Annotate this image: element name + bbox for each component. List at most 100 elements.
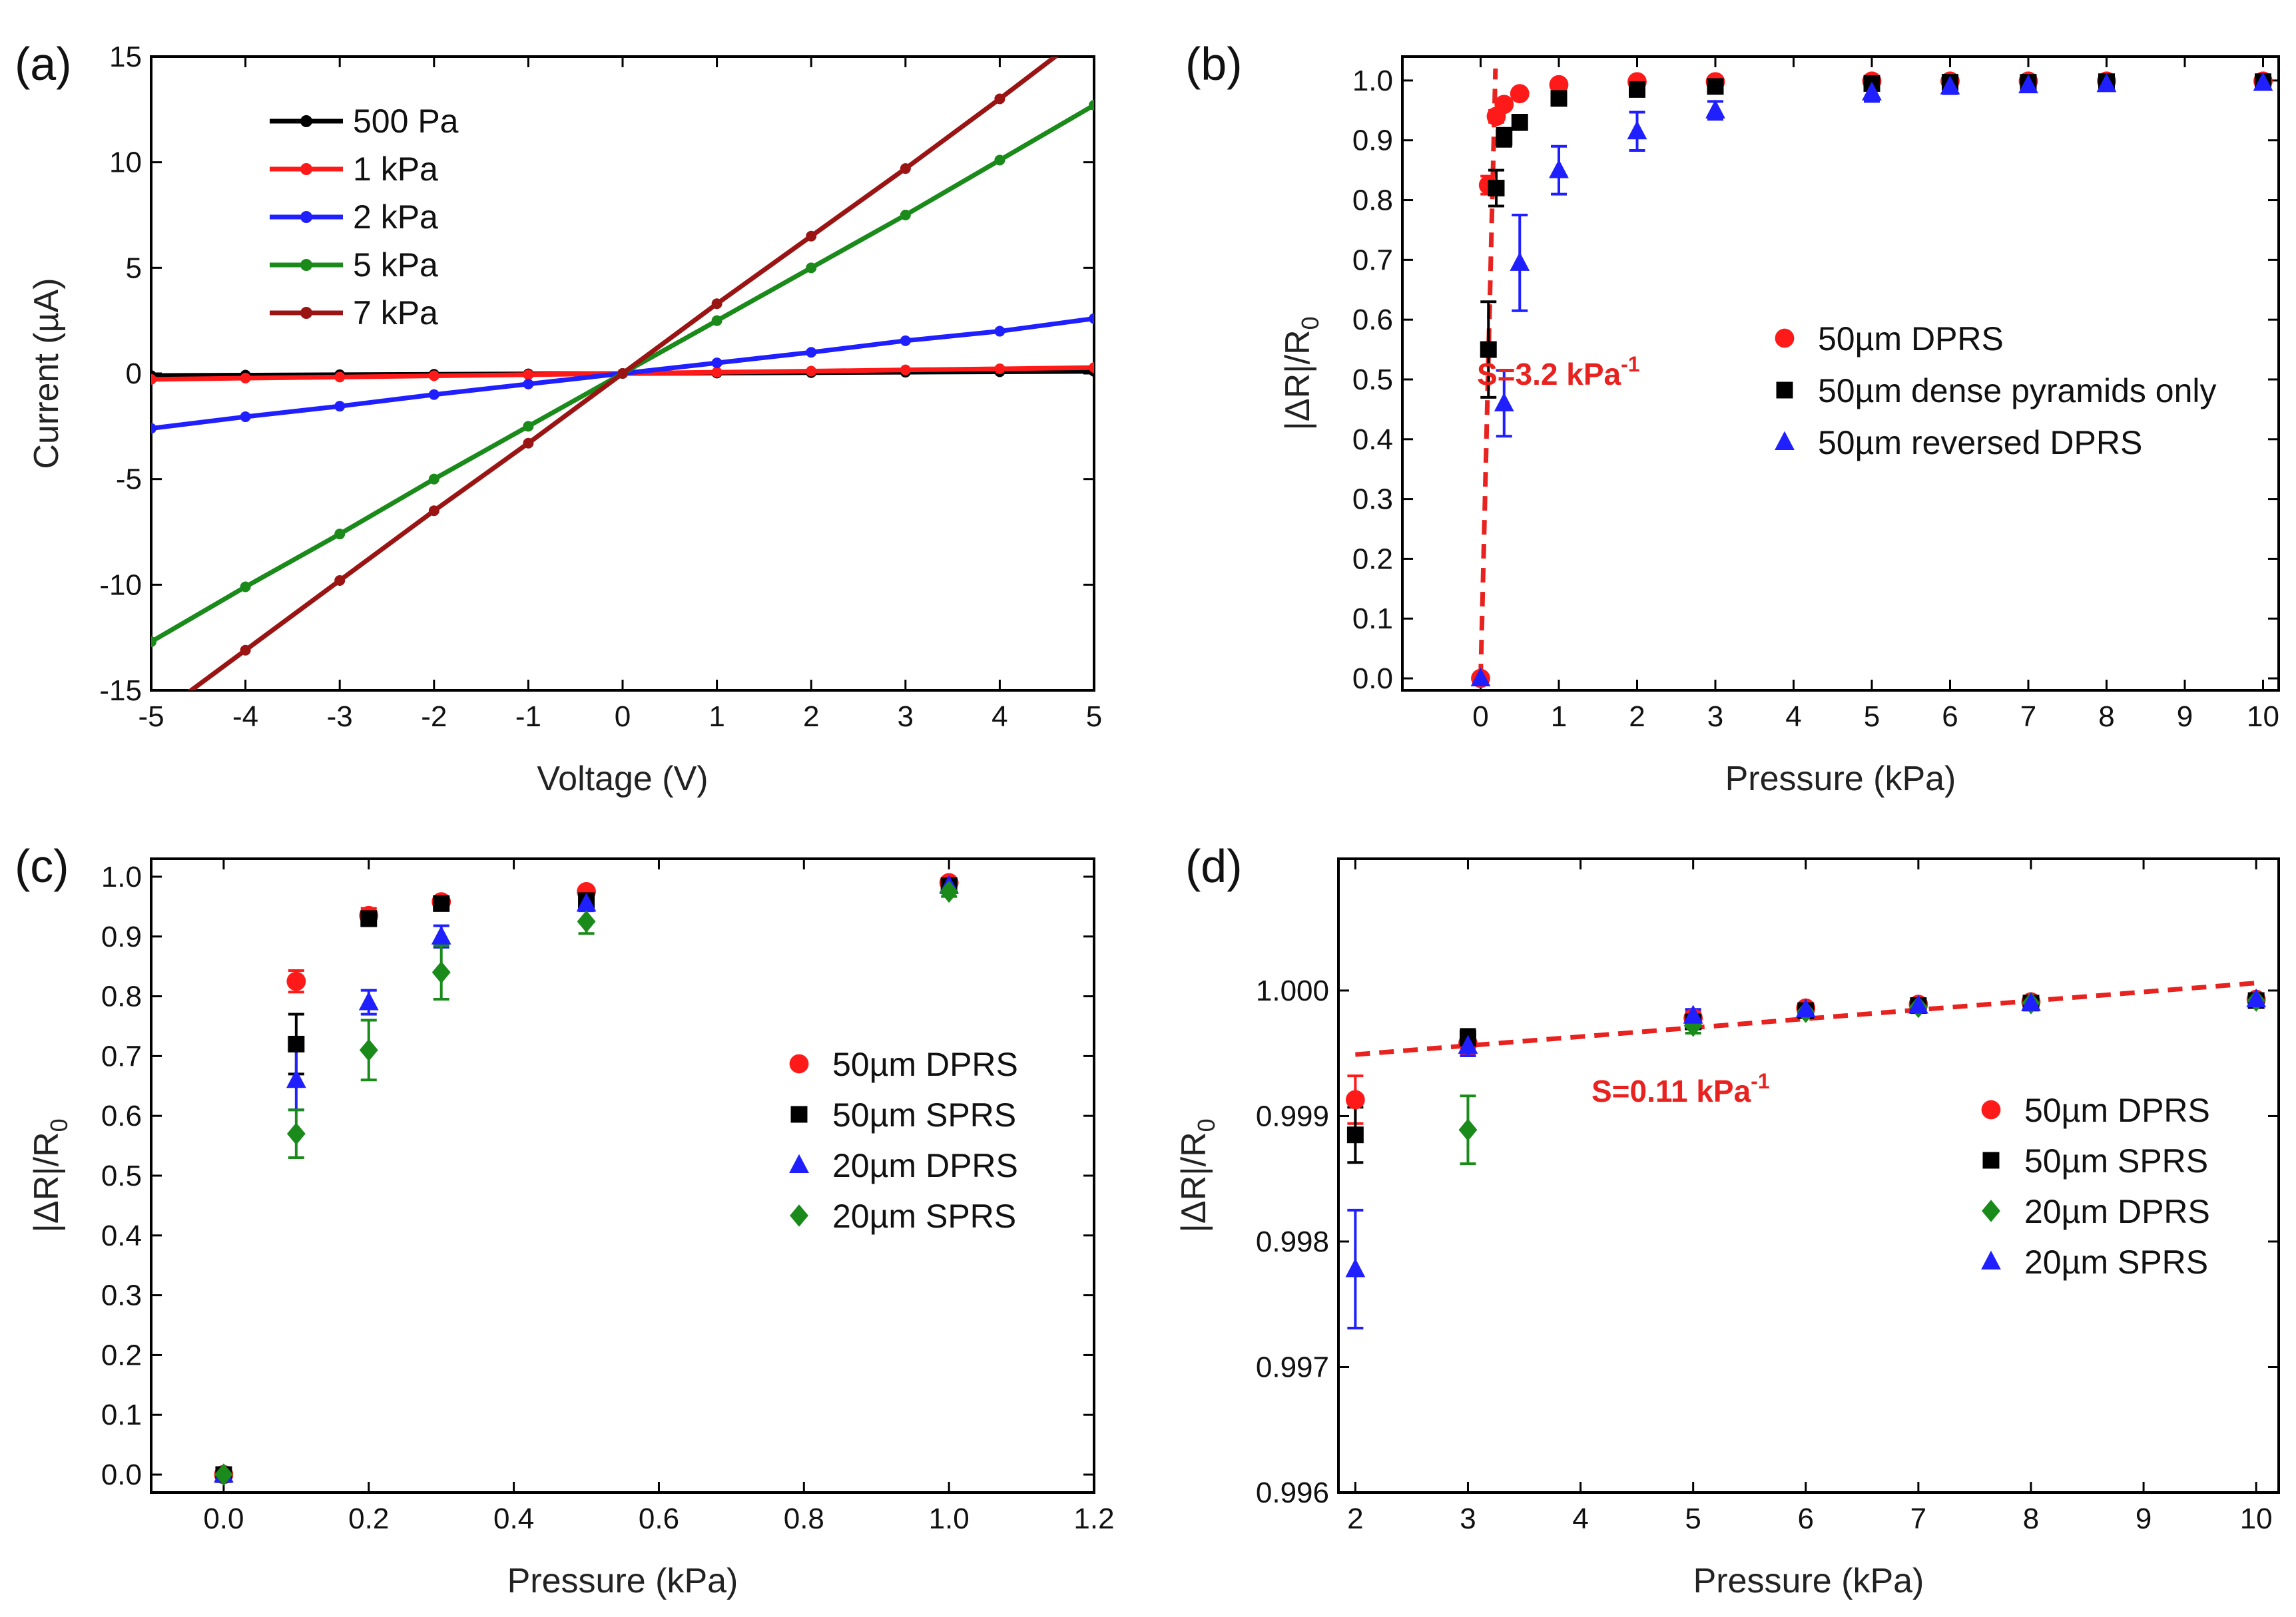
x-tick-label: 8 (2098, 700, 2114, 733)
data-point (2021, 992, 2041, 1011)
sensitivity-annotation: S=0.11 kPa-1 (1591, 1069, 1770, 1108)
data-point (523, 421, 534, 432)
data-point (1510, 84, 1530, 104)
data-point (1494, 95, 1514, 115)
y-tick-label: 0.5 (101, 1160, 142, 1192)
x-tick-label: 9 (2177, 700, 2193, 733)
y-tick-label: 0 (126, 357, 142, 390)
legend-label: 50µm DPRS (832, 1046, 1018, 1083)
data-point (334, 401, 346, 412)
data-point (1458, 1035, 1478, 1054)
y-axis-label: |ΔR|/R0 (1175, 1118, 1220, 1232)
x-tick-label: 0 (615, 700, 631, 733)
data-point (1550, 90, 1568, 107)
x-tick-label: 0.8 (784, 1502, 824, 1535)
y-tick-label: 0.1 (1352, 602, 1393, 635)
data-point (577, 910, 596, 933)
y-tick-label: 0.0 (1352, 662, 1393, 695)
sensitivity-text: S=0.11 kPa (1591, 1074, 1751, 1108)
y-tick-label: 0.5 (1352, 363, 1393, 396)
legend-label: 50µm DPRS (1818, 320, 2004, 357)
panel-label: (a) (15, 38, 72, 90)
x-tick-label: 4 (1785, 700, 1801, 733)
data-point (286, 1068, 306, 1088)
fit-line (1355, 981, 2257, 1057)
panel-3: (c) 0.0 0.2 0.4 0.6 0.8 1.0 1.2 0.0 0.1 0.2 0.3 0.4 0… (15, 840, 1115, 1600)
data-point (994, 154, 1005, 166)
data-point (1488, 180, 1505, 197)
data-point (1470, 667, 1491, 687)
data-point (358, 991, 379, 1011)
data-point (1683, 1005, 1703, 1024)
data-point (900, 210, 911, 220)
y-axis-label: |ΔR|/R0 (27, 1118, 73, 1232)
data-point (334, 529, 346, 540)
data-point (2253, 72, 2273, 91)
x-tick-label: 0.0 (203, 1502, 244, 1535)
data-point (334, 371, 346, 383)
x-tick-label: 10 (2247, 700, 2279, 733)
x-axis-label: Pressure (kPa) (1725, 760, 1956, 798)
legend-marker (300, 115, 312, 127)
legend-marker (790, 1106, 808, 1123)
x-tick-label: -2 (421, 700, 447, 733)
data-point (806, 347, 817, 358)
legend-marker (1982, 1152, 2000, 1169)
legend-label: 50µm DPRS (2024, 1092, 2210, 1129)
data-point (523, 437, 534, 449)
data-point (433, 895, 450, 912)
x-tick-label: 3 (1707, 700, 1723, 733)
data-point (806, 230, 817, 242)
x-tick-label: 1.2 (1073, 1502, 1114, 1535)
panel-label: (d) (1185, 840, 1243, 892)
data-point (431, 925, 451, 945)
panel-label: (b) (1185, 38, 1243, 90)
data-point (523, 369, 534, 380)
data-point (900, 364, 911, 375)
data-point (1089, 99, 1094, 111)
y-tick-label: 10 (109, 146, 142, 179)
legend-label: 20µm SPRS (2024, 1244, 2208, 1281)
sensitivity-text: S=3.2 kPa (1477, 357, 1621, 391)
y-tick-label: 0.999 (1256, 1100, 1329, 1132)
data-point (428, 505, 439, 517)
y-tick-label: 5 (126, 252, 142, 284)
data-point (1510, 252, 1530, 271)
y-tick-label: 1.000 (1256, 975, 1329, 1007)
data-point (1494, 392, 1514, 411)
plot-area (1470, 68, 2273, 688)
data-point (994, 326, 1005, 337)
y-axis-label: |ΔR|/R0 (1279, 316, 1324, 430)
data-point (711, 367, 722, 378)
y-axis-label-main: |ΔR|/R (1175, 1132, 1213, 1232)
plot-area (151, 57, 1094, 690)
panel-label: (c) (15, 840, 69, 892)
data-point (1862, 81, 1882, 101)
data-point (900, 335, 911, 346)
y-axis-label-main: |ΔR|/R (27, 1132, 66, 1232)
data-point (151, 373, 156, 385)
x-tick-label: 8 (2023, 1502, 2039, 1535)
y-tick-label: 0.0 (101, 1459, 142, 1491)
y-tick-label: 0.997 (1256, 1351, 1329, 1383)
x-tick-label: 10 (2240, 1502, 2273, 1535)
data-point (431, 961, 451, 984)
y-axis-label-sub: 0 (1193, 1118, 1220, 1132)
x-tick-label: 7 (2020, 700, 2036, 733)
data-point (1089, 313, 1094, 324)
x-tick-label: 9 (2136, 1502, 2152, 1535)
y-tick-label: 1.0 (1352, 65, 1393, 97)
y-tick-label: 0.996 (1256, 1477, 1329, 1509)
data-point (240, 581, 251, 592)
x-tick-label: -3 (327, 700, 353, 733)
y-axis-label-main: |ΔR|/R (1279, 330, 1317, 430)
x-tick-label: 1.0 (929, 1502, 970, 1535)
x-axis-label: Pressure (kPa) (1693, 1562, 1924, 1600)
data-point (617, 368, 628, 379)
x-tick-label: 1 (709, 700, 724, 733)
x-tick-label: 6 (1798, 1502, 1814, 1535)
data-point (360, 910, 378, 927)
x-tick-label: 0.6 (639, 1502, 679, 1535)
data-point (151, 636, 156, 648)
